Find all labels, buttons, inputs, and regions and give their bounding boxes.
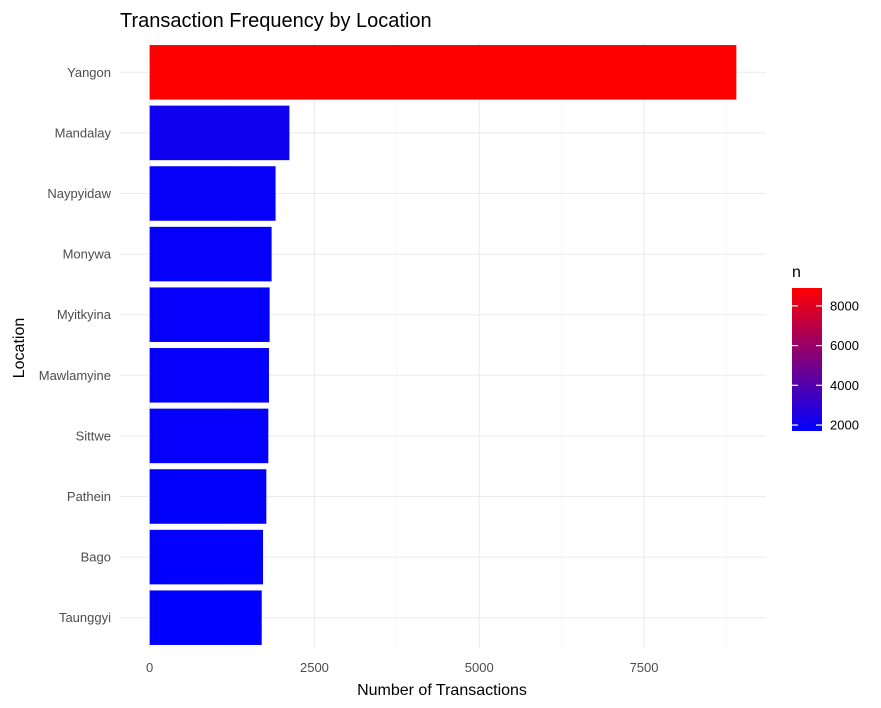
x-tick-label: 7500: [630, 660, 659, 675]
bar-mandalay: [149, 105, 290, 161]
bar-mawlamyine: [149, 348, 269, 403]
bar-sittwe: [149, 408, 269, 464]
y-tick-label-yangon: Yangon: [67, 65, 111, 80]
x-tick-labels: 0 2500 5000 7500: [146, 660, 658, 675]
bar-taunggyi: [149, 590, 262, 645]
legend-ticks: 2000 4000 6000 8000: [792, 298, 859, 433]
legend-tick-label: 8000: [830, 298, 859, 313]
y-tick-label-bago: Bago: [81, 550, 111, 565]
x-tick-label: 5000: [465, 660, 494, 675]
y-tick-label-taunggyi: Taunggyi: [59, 610, 111, 625]
legend-tick-label: 2000: [830, 418, 859, 433]
legend-tick-label: 6000: [830, 338, 859, 353]
legend-colorbar: [792, 288, 822, 431]
y-tick-label-monywa: Monywa: [63, 247, 112, 262]
y-tick-labels: Yangon Mandalay Naypyidaw Monywa Myitkyina Ma…: [39, 65, 112, 625]
y-axis-title: Location: [11, 318, 28, 379]
y-tick-label-myitkyina: Myitkyina: [57, 307, 112, 322]
y-tick-label-naypyidaw: Naypyidaw: [47, 186, 111, 201]
y-tick-label-mandalay: Mandalay: [55, 125, 112, 140]
legend-title: n: [792, 264, 801, 281]
color-legend: n 2000 4000 6000 8000: [792, 264, 859, 433]
legend-tick-label: 4000: [830, 378, 859, 393]
bar-myitkyina: [149, 287, 270, 342]
x-tick-label: 2500: [300, 660, 329, 675]
bar-monywa: [149, 226, 272, 282]
y-tick-label-pathein: Pathein: [67, 489, 111, 504]
y-tick-label-sittwe: Sittwe: [76, 428, 111, 443]
y-tick-label-mawlamyine: Mawlamyine: [39, 368, 111, 383]
bar-yangon: [149, 45, 737, 100]
chart-title: Transaction Frequency by Location: [120, 10, 432, 32]
bar-naypyidaw: [149, 166, 276, 221]
bars: [149, 45, 737, 645]
bar-bago: [149, 529, 264, 585]
bar-pathein: [149, 469, 267, 524]
x-tick-label: 0: [146, 660, 153, 675]
x-axis-title: Number of Transactions: [357, 682, 527, 699]
